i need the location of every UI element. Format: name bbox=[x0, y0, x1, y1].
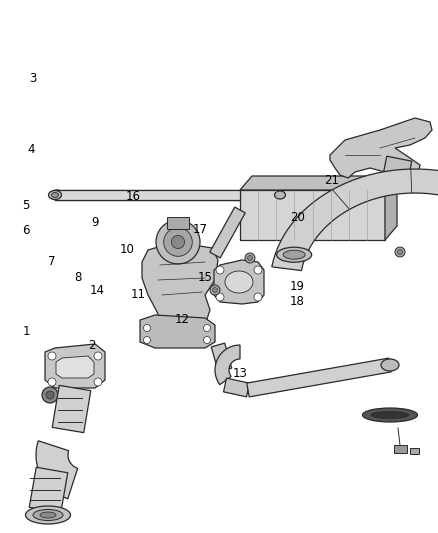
Polygon shape bbox=[240, 176, 397, 190]
Ellipse shape bbox=[381, 359, 399, 371]
Ellipse shape bbox=[53, 192, 61, 198]
Polygon shape bbox=[210, 207, 245, 258]
Ellipse shape bbox=[348, 190, 362, 200]
Polygon shape bbox=[211, 343, 232, 372]
Ellipse shape bbox=[50, 190, 64, 200]
Circle shape bbox=[48, 378, 56, 386]
Ellipse shape bbox=[25, 506, 71, 524]
Text: 9: 9 bbox=[92, 216, 99, 229]
Circle shape bbox=[216, 266, 224, 274]
Ellipse shape bbox=[225, 271, 253, 293]
Text: 14: 14 bbox=[90, 284, 105, 297]
Text: 21: 21 bbox=[325, 174, 339, 187]
Text: 16: 16 bbox=[126, 190, 141, 203]
FancyBboxPatch shape bbox=[167, 217, 189, 229]
Circle shape bbox=[212, 287, 218, 293]
Polygon shape bbox=[330, 118, 432, 178]
Text: 3: 3 bbox=[29, 72, 36, 85]
Text: 18: 18 bbox=[290, 295, 304, 308]
FancyBboxPatch shape bbox=[410, 448, 418, 454]
Ellipse shape bbox=[371, 411, 409, 418]
Circle shape bbox=[144, 336, 151, 343]
Polygon shape bbox=[29, 467, 68, 513]
Circle shape bbox=[204, 336, 211, 343]
Circle shape bbox=[171, 236, 184, 248]
Circle shape bbox=[94, 352, 102, 360]
Polygon shape bbox=[55, 190, 355, 200]
FancyBboxPatch shape bbox=[240, 190, 385, 240]
Polygon shape bbox=[215, 345, 240, 385]
Polygon shape bbox=[214, 260, 264, 304]
Ellipse shape bbox=[274, 190, 286, 200]
Circle shape bbox=[254, 293, 262, 301]
Circle shape bbox=[216, 293, 224, 301]
Ellipse shape bbox=[283, 250, 305, 259]
Ellipse shape bbox=[277, 247, 311, 262]
Polygon shape bbox=[55, 190, 240, 200]
Text: 13: 13 bbox=[233, 367, 247, 379]
Polygon shape bbox=[272, 169, 438, 271]
Circle shape bbox=[46, 391, 54, 399]
Circle shape bbox=[144, 325, 151, 332]
Polygon shape bbox=[223, 378, 250, 397]
Text: 20: 20 bbox=[290, 211, 305, 224]
Text: 6: 6 bbox=[22, 224, 30, 237]
Text: 10: 10 bbox=[120, 243, 134, 256]
Polygon shape bbox=[385, 176, 397, 240]
Text: 8: 8 bbox=[74, 271, 81, 284]
Polygon shape bbox=[140, 315, 215, 348]
Circle shape bbox=[94, 378, 102, 386]
Text: 15: 15 bbox=[198, 271, 212, 284]
FancyBboxPatch shape bbox=[393, 445, 406, 453]
Ellipse shape bbox=[52, 192, 59, 198]
Circle shape bbox=[398, 249, 403, 254]
Polygon shape bbox=[52, 385, 91, 433]
Circle shape bbox=[164, 228, 192, 256]
Text: 5: 5 bbox=[22, 199, 29, 212]
Polygon shape bbox=[45, 344, 105, 388]
Circle shape bbox=[42, 387, 58, 403]
Ellipse shape bbox=[33, 510, 63, 521]
Text: 7: 7 bbox=[48, 255, 56, 268]
Circle shape bbox=[156, 220, 200, 264]
Circle shape bbox=[247, 255, 252, 261]
Circle shape bbox=[204, 325, 211, 332]
Polygon shape bbox=[383, 156, 412, 179]
Text: 4: 4 bbox=[28, 143, 35, 156]
Text: 11: 11 bbox=[131, 288, 145, 301]
Text: 12: 12 bbox=[174, 313, 189, 326]
Text: 17: 17 bbox=[193, 223, 208, 236]
Polygon shape bbox=[142, 242, 218, 330]
Ellipse shape bbox=[275, 191, 286, 199]
Polygon shape bbox=[247, 358, 391, 397]
Polygon shape bbox=[56, 356, 94, 378]
Circle shape bbox=[210, 285, 220, 295]
Text: 1: 1 bbox=[22, 325, 30, 338]
Polygon shape bbox=[36, 441, 78, 499]
Text: 19: 19 bbox=[290, 280, 304, 293]
Circle shape bbox=[254, 266, 262, 274]
Circle shape bbox=[48, 352, 56, 360]
Circle shape bbox=[395, 247, 405, 257]
Ellipse shape bbox=[363, 408, 417, 422]
Text: 2: 2 bbox=[88, 339, 96, 352]
Ellipse shape bbox=[49, 190, 61, 199]
Circle shape bbox=[245, 253, 255, 263]
Ellipse shape bbox=[40, 512, 56, 518]
